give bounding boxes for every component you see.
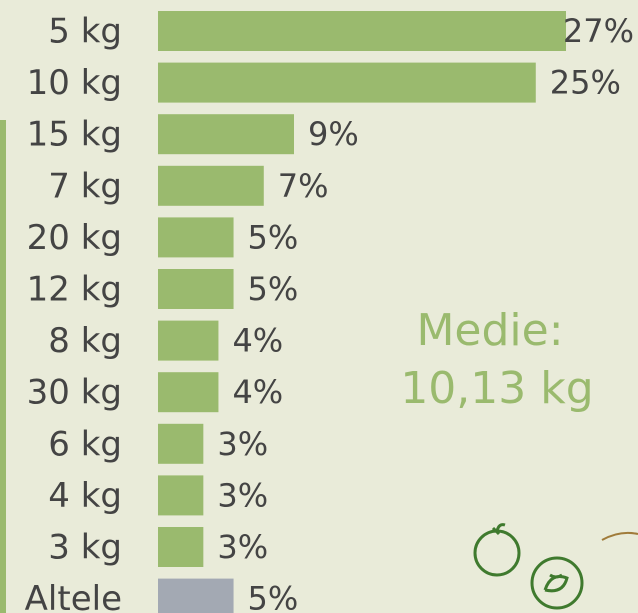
annotation: 10,13 kg xyxy=(400,363,593,414)
bar xyxy=(158,527,204,567)
value-label: 3% xyxy=(217,425,268,463)
value-label: 5% xyxy=(248,270,299,308)
bar xyxy=(158,269,234,309)
value-label: 25% xyxy=(550,64,621,102)
decoration-icons xyxy=(473,523,638,610)
category-label: 8 kg xyxy=(48,321,122,361)
bar xyxy=(158,217,234,258)
category-label: 3 kg xyxy=(48,528,122,568)
category-label: 12 kg xyxy=(27,270,122,310)
bar xyxy=(158,578,234,613)
category-label: 15 kg xyxy=(27,115,122,155)
value-label: 4% xyxy=(232,322,283,360)
category-label: 5 kg xyxy=(48,12,122,52)
value-label: 27% xyxy=(563,12,634,50)
bar xyxy=(158,372,219,413)
category-label: Altele xyxy=(25,579,122,613)
value-label: 9% xyxy=(308,115,359,153)
category-label: 20 kg xyxy=(27,218,122,258)
value-label: 3% xyxy=(217,476,268,514)
value-label: 7% xyxy=(278,167,329,205)
value-label: 5% xyxy=(248,580,299,613)
bar xyxy=(158,62,536,103)
category-label: 7 kg xyxy=(48,166,122,206)
annotation: Medie: xyxy=(416,305,563,356)
category-label: 6 kg xyxy=(48,424,122,464)
category-label: 30 kg xyxy=(27,373,122,413)
bar xyxy=(158,423,204,464)
bar xyxy=(158,320,219,361)
side-stripe xyxy=(0,120,6,613)
bar xyxy=(158,475,204,516)
bar xyxy=(158,165,264,206)
bar xyxy=(158,11,566,51)
value-label: 4% xyxy=(232,373,283,411)
bar xyxy=(158,114,294,155)
category-label: 4 kg xyxy=(48,476,122,516)
category-label: 10 kg xyxy=(27,63,122,103)
value-label: 3% xyxy=(217,528,268,566)
value-label: 5% xyxy=(248,218,299,256)
